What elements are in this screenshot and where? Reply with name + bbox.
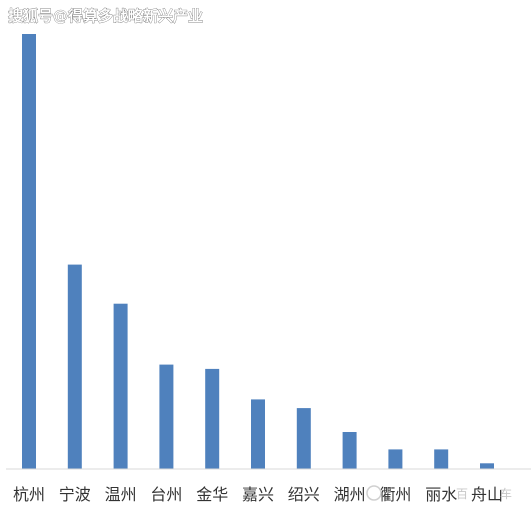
- bar-4: [205, 368, 220, 469]
- bar-8: [388, 449, 403, 469]
- x-tick-label-10: 舟山: [471, 485, 503, 504]
- watermark-logo-icon: [366, 485, 382, 501]
- x-tick-label-7: 湖州: [334, 485, 366, 504]
- x-tick-label-2: 温州: [105, 485, 137, 504]
- watermark-top-left: 搜狐号@得算多战略新兴产业: [8, 7, 203, 25]
- bar-9: [434, 449, 449, 469]
- watermark-bottom-right: 百 车: [366, 485, 512, 501]
- x-tick-label-6: 绍兴: [288, 485, 320, 504]
- bar-6: [296, 408, 311, 469]
- bar-7: [342, 432, 357, 469]
- x-tick-label-9: 丽水: [425, 485, 457, 504]
- bar-1: [67, 264, 82, 469]
- x-tick-label-4: 金华: [196, 485, 228, 504]
- x-tick-label-3: 台州: [150, 485, 182, 504]
- bar-3: [159, 364, 174, 469]
- x-tick-label-5: 嘉兴: [242, 485, 274, 504]
- x-tick-label-1: 宁波: [59, 485, 91, 504]
- bar-2: [113, 303, 128, 469]
- watermark-bottom-suffix: 车: [500, 486, 512, 501]
- bar-5: [251, 399, 265, 469]
- x-tick-label-8: 衢州: [379, 485, 411, 504]
- x-tick-labels: 杭州 宁波 温州 台州 金华 嘉兴 绍兴 湖州 衢州 丽水 舟山: [13, 485, 503, 504]
- bars-group: [22, 34, 494, 469]
- x-tick-label-0: 杭州: [13, 485, 45, 504]
- bar-0: [22, 34, 36, 469]
- bar-10: [480, 463, 494, 469]
- watermark-bottom-text: 百: [456, 487, 468, 501]
